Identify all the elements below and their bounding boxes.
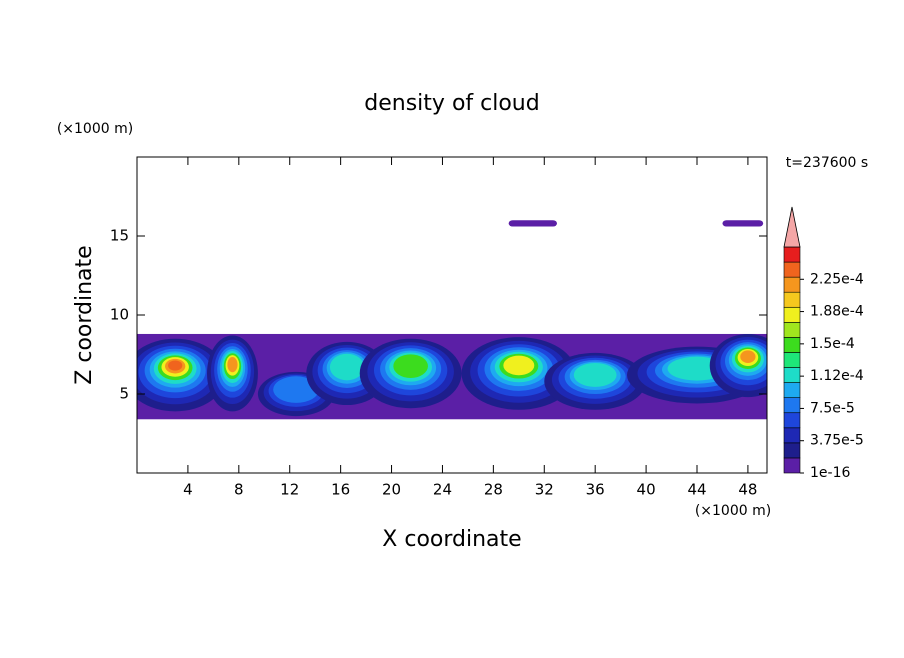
plot-frame <box>136 156 768 474</box>
contour-region <box>508 220 557 227</box>
y-unit: (×1000 m) <box>57 121 133 137</box>
x-tick-label: 12 <box>280 481 299 499</box>
colorbar-band <box>783 442 801 459</box>
contour-region <box>168 360 183 371</box>
x-tick-label: 28 <box>484 481 503 499</box>
colorbar-tick-label: 1.5e-4 <box>810 336 855 352</box>
y-axis-title: Z coordinate <box>72 245 97 384</box>
x-tick-label: 48 <box>738 481 757 499</box>
colorbar-tick-label: 3.75e-5 <box>810 433 864 449</box>
y-tick-label: 15 <box>110 227 129 245</box>
contour-region <box>740 350 756 364</box>
colorbar-tick-label: 1e-16 <box>810 465 850 481</box>
x-tick-label: 24 <box>433 481 452 499</box>
contour-field <box>137 220 767 420</box>
contour-region <box>722 220 764 227</box>
colorbar-band <box>783 276 801 293</box>
colorbar-band <box>783 397 801 414</box>
x-tick-label: 32 <box>535 481 554 499</box>
colorbar-band <box>783 352 801 368</box>
x-tick-label: 4 <box>183 481 193 499</box>
colorbar-band <box>783 337 801 353</box>
contour-region <box>329 353 365 381</box>
colorbar-band <box>783 291 801 308</box>
y-tick-label: 5 <box>119 385 129 403</box>
contour-region <box>227 357 238 373</box>
colorbar-band <box>783 322 801 338</box>
x-tick-label: 16 <box>331 481 350 499</box>
x-unit: (×1000 m) <box>695 503 771 519</box>
colorbar-tick-label: 2.25e-4 <box>810 271 864 287</box>
x-tick-label: 40 <box>637 481 656 499</box>
contour-region <box>573 363 617 387</box>
colorbar-band <box>783 306 801 323</box>
time-label: t=237600 s <box>786 155 868 171</box>
x-tick-label: 20 <box>382 481 401 499</box>
colorbar-tick-label: 1.88e-4 <box>810 304 864 320</box>
y-tick-label: 10 <box>110 306 129 324</box>
colorbar-band <box>783 261 801 278</box>
x-tick-label: 8 <box>234 481 244 499</box>
colorbar-band <box>783 382 801 398</box>
contour-region <box>273 376 319 403</box>
colorbar-band <box>783 412 801 429</box>
x-axis-title: X coordinate <box>382 527 521 552</box>
x-tick-label: 44 <box>687 481 706 499</box>
colorbar-extend <box>783 206 801 248</box>
colorbar-band <box>783 367 801 383</box>
colorbar-tick-label: 7.5e-5 <box>810 400 855 416</box>
colorbar-band <box>783 246 801 263</box>
contour-region <box>393 354 428 378</box>
contour-region <box>503 355 535 376</box>
colorbar-tick-label: 1.12e-4 <box>810 368 864 384</box>
colorbar-band <box>783 457 801 474</box>
colorbar-band <box>783 427 801 444</box>
x-tick-label: 36 <box>586 481 605 499</box>
chart-title: density of cloud <box>364 91 539 116</box>
